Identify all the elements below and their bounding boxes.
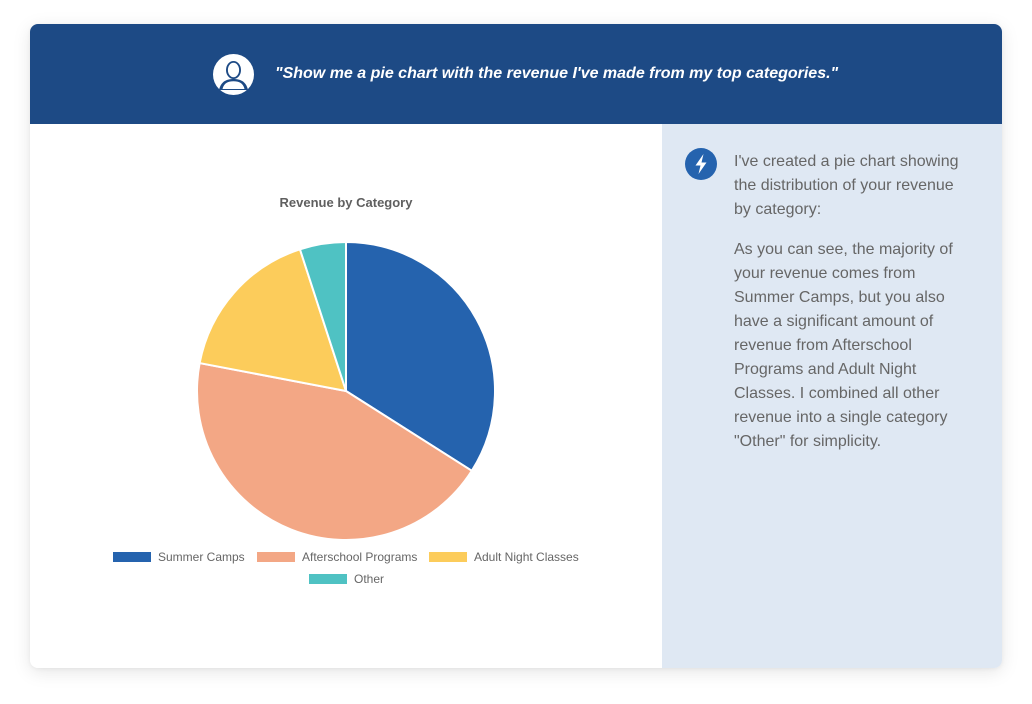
pie-chart — [196, 241, 496, 541]
prompt-header: "Show me a pie chart with the revenue I'… — [30, 24, 1002, 124]
user-avatar-icon — [213, 54, 254, 95]
legend-label: Afterschool Programs — [302, 550, 418, 564]
pie-slice-adult-night-classes[interactable] — [198, 248, 348, 393]
pie-slice-other[interactable] — [298, 241, 347, 392]
legend-label: Adult Night Classes — [474, 550, 579, 564]
user-prompt-text: "Show me a pie chart with the revenue I'… — [275, 65, 839, 82]
legend-swatch — [309, 574, 347, 584]
response-paragraph: I've created a pie chart showing the dis… — [734, 153, 959, 218]
legend-swatch — [257, 552, 295, 562]
response-text: I've created a pie chart showing the dis… — [734, 150, 974, 470]
response-paragraph: As you can see, the majority of your rev… — [734, 241, 953, 450]
legend-label: Other — [354, 572, 385, 586]
chat-card: "Show me a pie chart with the revenue I'… — [30, 24, 1002, 668]
legend-label: Summer Camps — [158, 550, 245, 564]
lightning-bolt-icon — [685, 148, 717, 180]
legend-swatch — [429, 552, 467, 562]
pie-slice-afterschool-programs[interactable] — [196, 361, 474, 541]
chart-panel: Revenue by Category Summer Camps Aftersch… — [30, 124, 662, 668]
response-panel: I've created a pie chart showing the dis… — [662, 124, 1002, 668]
chart-title: Revenue by Category — [279, 195, 413, 210]
legend-swatch — [113, 552, 151, 562]
chart-legend: Summer Camps Afterschool Programs Adult Ni… — [30, 550, 662, 600]
